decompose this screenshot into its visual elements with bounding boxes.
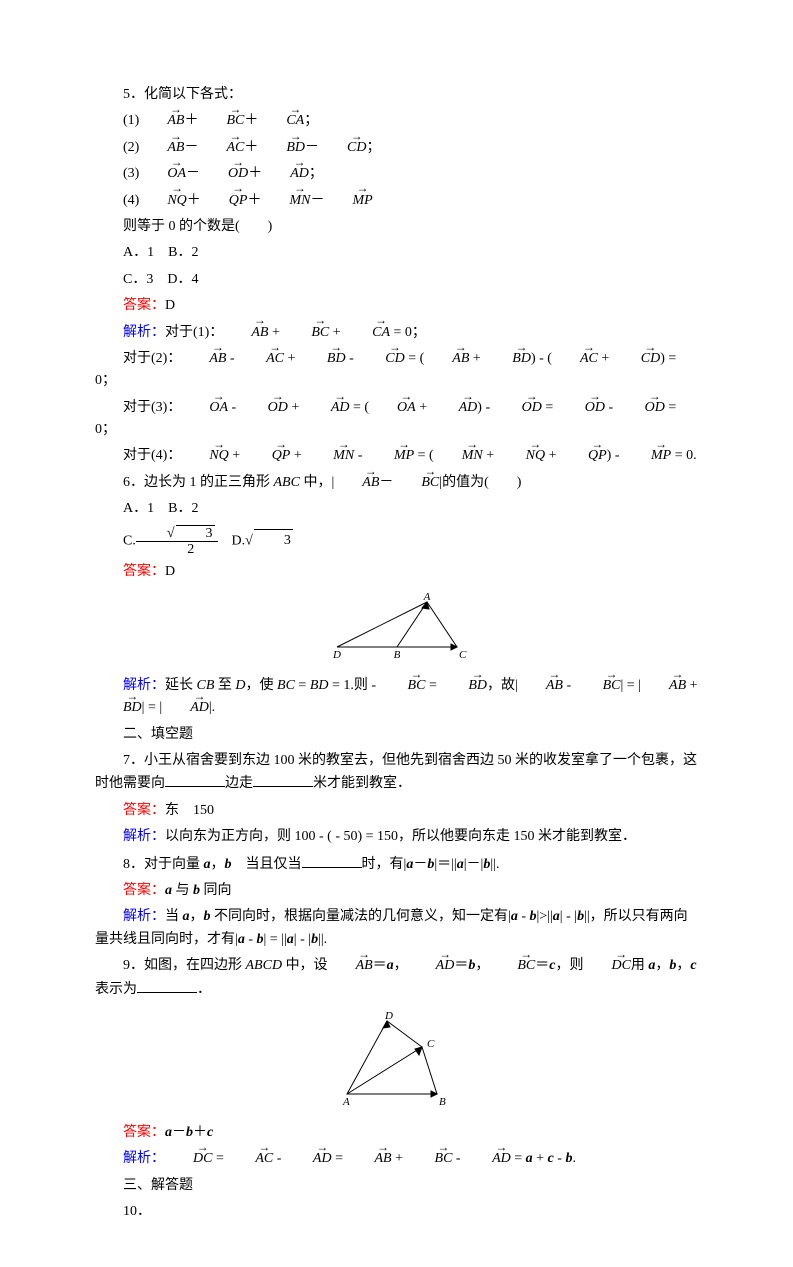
q5-opt4: (4)NQ＋QP＋MN－MP	[95, 190, 698, 212]
q7-stem: 7．小王从宿舍要到东边 100 米的教室去，但他先到宿舍西边 50 米的收发室拿…	[95, 750, 698, 796]
q5-opt1: (1)AB＋BC＋CA；	[95, 110, 698, 132]
q6-figure: A B C D	[95, 592, 698, 667]
q9-stem: 9．如图，在四边形 ABCD 中，设AB＝a，AD＝b，BC＝c，则DC用 a，…	[95, 955, 698, 1001]
q6-answer: 答案：D	[95, 561, 698, 583]
q6-choiceCD: C.√32 D.√3	[95, 525, 698, 558]
svg-text:A: A	[342, 1096, 350, 1108]
q6-exp: 解析：延长 CB 至 D，使 BC = BD = 1.则 - BC = BD，故…	[95, 675, 698, 720]
svg-text:D: D	[384, 1010, 393, 1022]
svg-text:B: B	[439, 1096, 446, 1108]
q10: 10．	[95, 1201, 698, 1223]
q5-stem: 5．化简以下各式：	[95, 84, 698, 106]
q9-figure: A B C D	[95, 1009, 698, 1114]
q5-answer: 答案：D	[95, 295, 698, 317]
svg-text:C: C	[427, 1038, 435, 1050]
q5-choiceCD: C．3 D．4	[95, 269, 698, 291]
q9-exp: 解析：DC = AC - AD = AB + BC - AD = a + c -…	[95, 1148, 698, 1170]
page: 5．化简以下各式： (1)AB＋BC＋CA； (2)AB－AC＋BD－CD； (…	[0, 0, 793, 1267]
q7-exp: 解析：以向东为正方向，则 100 - ( - 50) = 150，所以他要向东走…	[95, 826, 698, 848]
q6-stem: 6．边长为 1 的正三角形 ABC 中，|AB－BC|的值为( )	[95, 472, 698, 494]
section-2: 二、填空题	[95, 724, 698, 746]
q8-stem: 8．对于向量 a，b 当且仅当时，有|a－b|＝||a|－|b||.	[95, 853, 698, 876]
q7-answer: 答案：东 150	[95, 800, 698, 822]
section-3: 三、解答题	[95, 1175, 698, 1197]
q6-choiceAB: A．1 B．2	[95, 498, 698, 520]
svg-text:D: D	[332, 649, 341, 661]
q5-tail: 则等于 0 的个数是( )	[95, 216, 698, 238]
svg-text:C: C	[459, 649, 467, 661]
svg-text:B: B	[393, 649, 400, 661]
q8-answer: 答案：a 与 b 同向	[95, 880, 698, 902]
q5-choiceAB: A．1 B．2	[95, 242, 698, 264]
svg-text:A: A	[422, 592, 430, 603]
